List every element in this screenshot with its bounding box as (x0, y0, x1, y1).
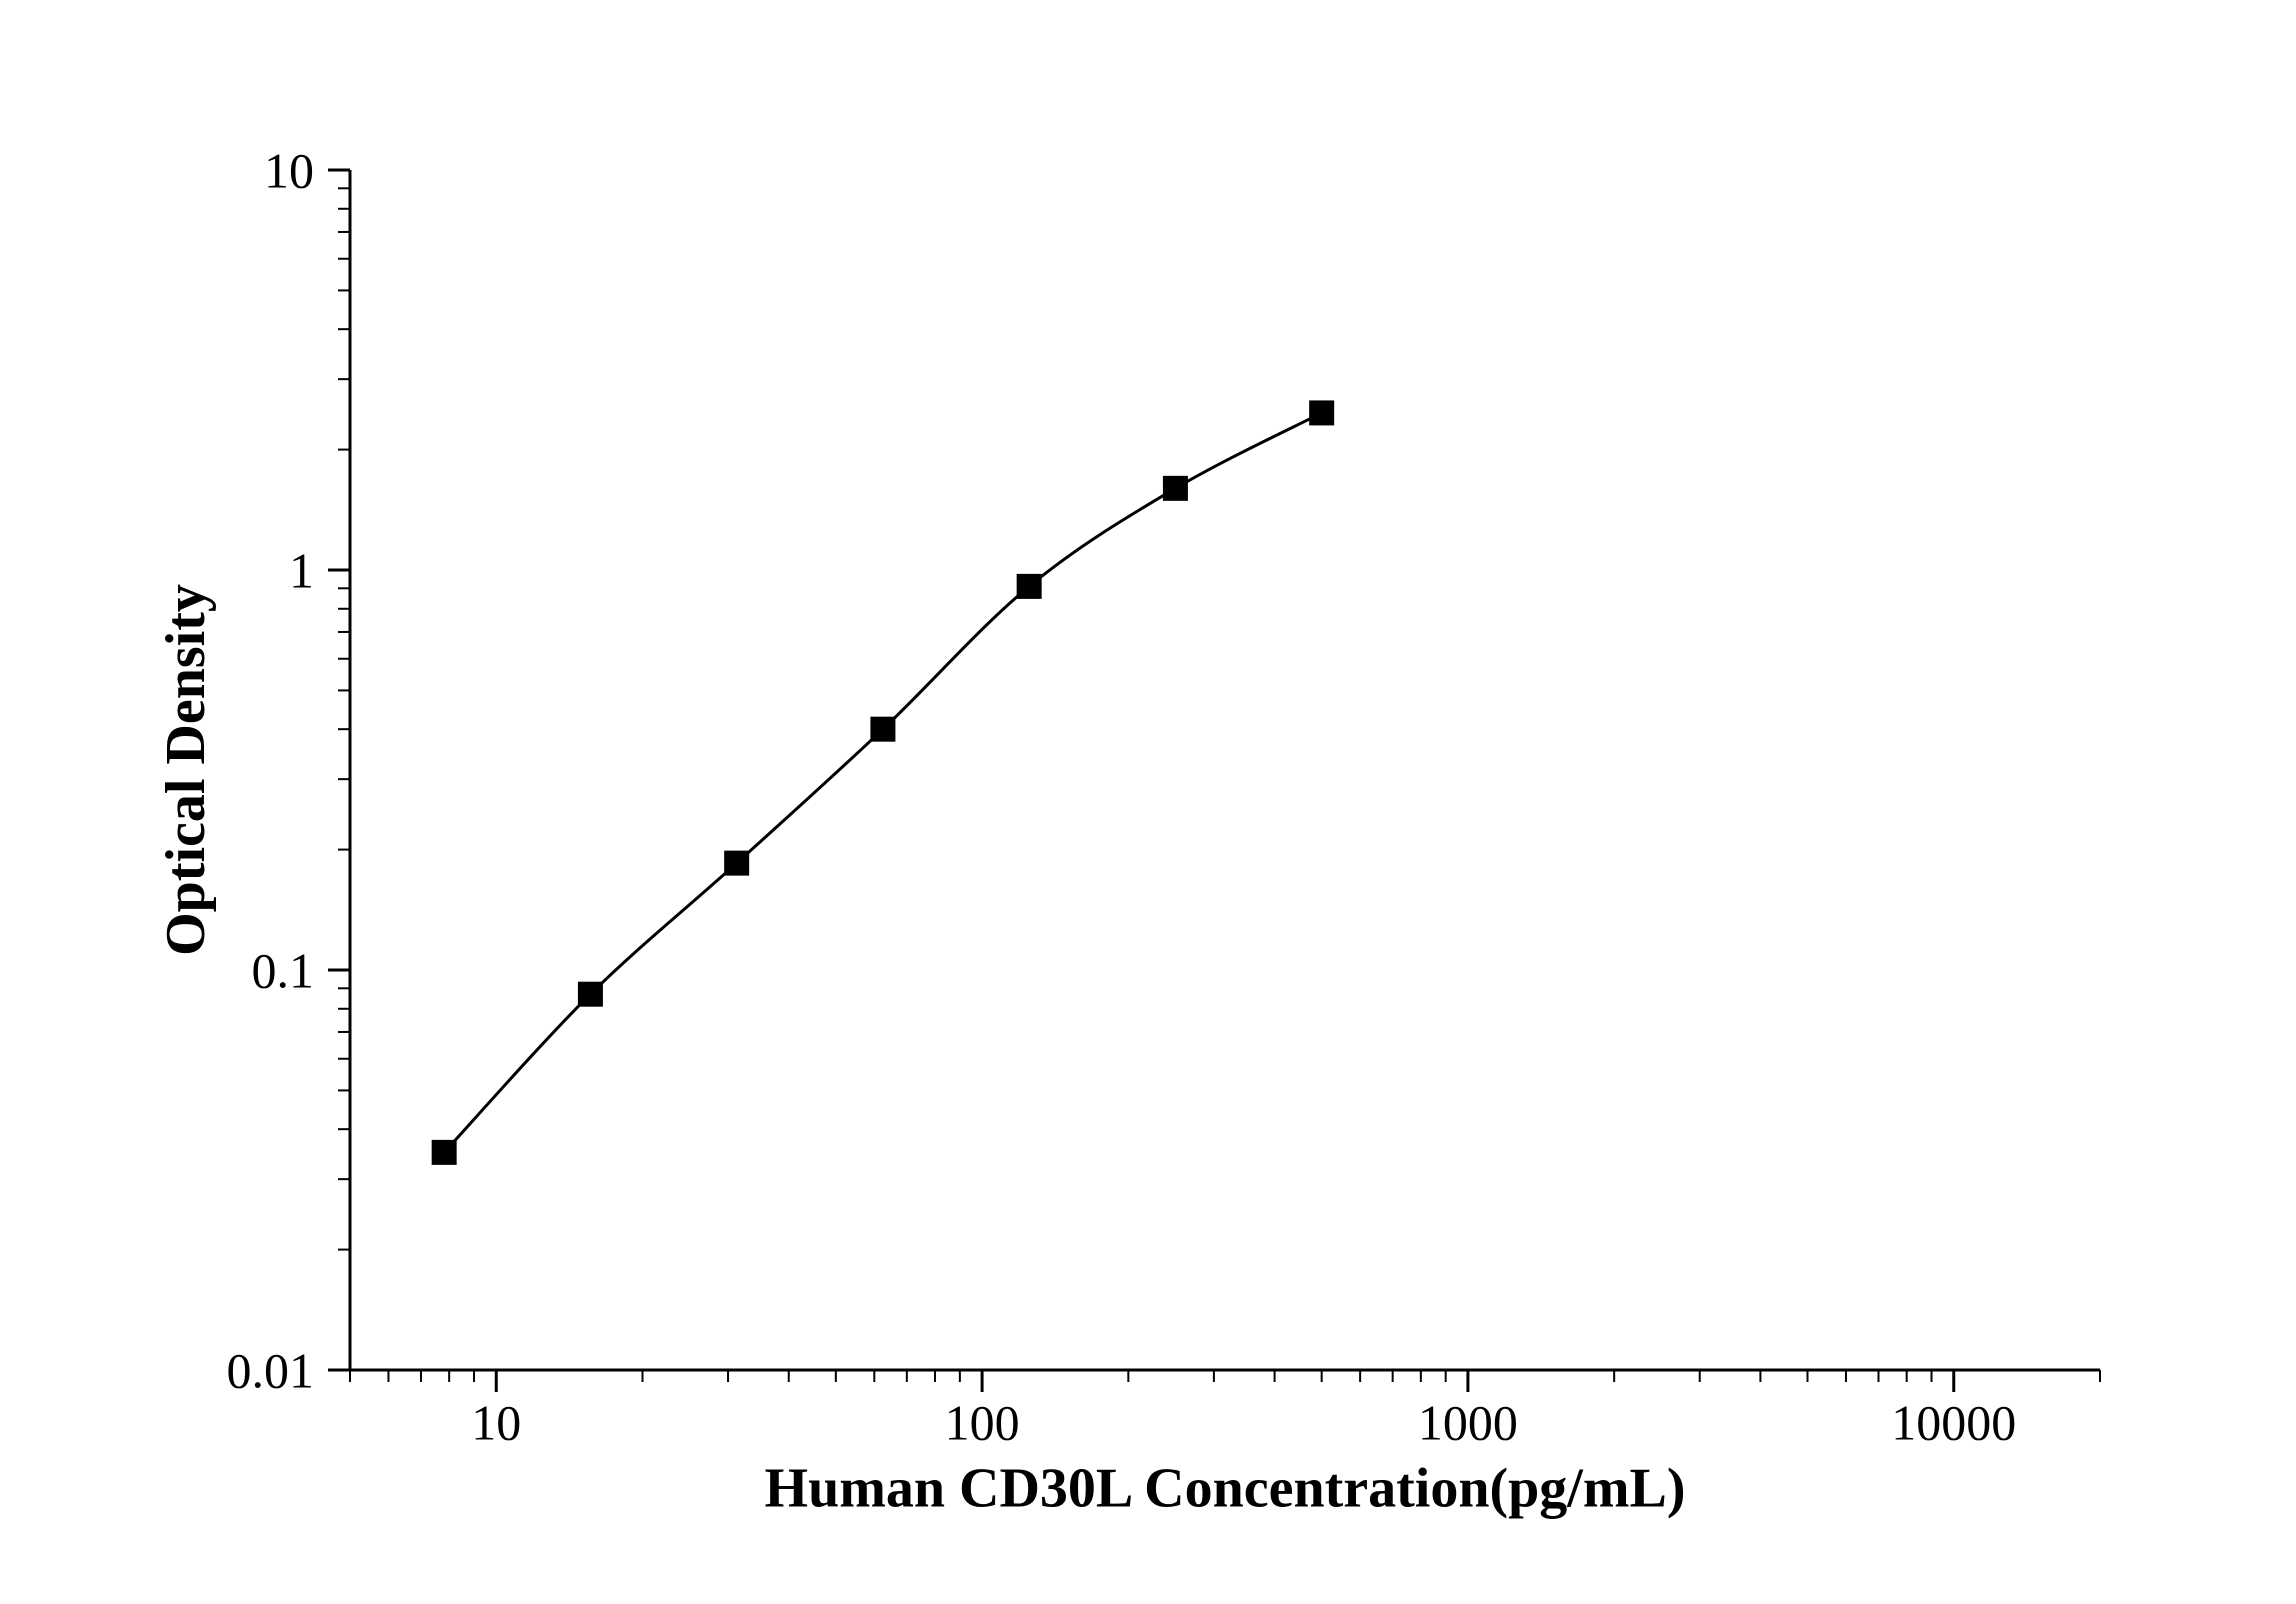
data-marker (725, 851, 749, 875)
x-tick-label: 10000 (1891, 1395, 2016, 1451)
data-marker (1310, 401, 1334, 425)
data-marker (578, 982, 602, 1006)
x-tick-label: 100 (945, 1395, 1020, 1451)
data-marker (432, 1140, 456, 1164)
y-tick-label: 0.01 (227, 1343, 315, 1399)
y-tick-label: 1 (289, 543, 314, 599)
y-axis-label: Optical Density (155, 584, 217, 956)
chart-container: 10 100 1000 10000 0.01 0.1 1 10 Human CD30L Conc… (0, 0, 2296, 1604)
x-tick-label: 10 (471, 1395, 521, 1451)
y-tick-label: 10 (264, 143, 314, 199)
standard-curve-chart: 10 100 1000 10000 0.01 0.1 1 10 Human CD30L Conc… (0, 0, 2296, 1604)
data-marker (1017, 574, 1041, 598)
data-curve (444, 413, 1322, 1152)
y-tick-label: 0.1 (252, 943, 315, 999)
x-axis-label: Human CD30L Concentration(pg/mL) (765, 1458, 1686, 1520)
x-tick-label: 1000 (1418, 1395, 1518, 1451)
data-marker (871, 717, 895, 741)
data-marker (1163, 476, 1187, 500)
